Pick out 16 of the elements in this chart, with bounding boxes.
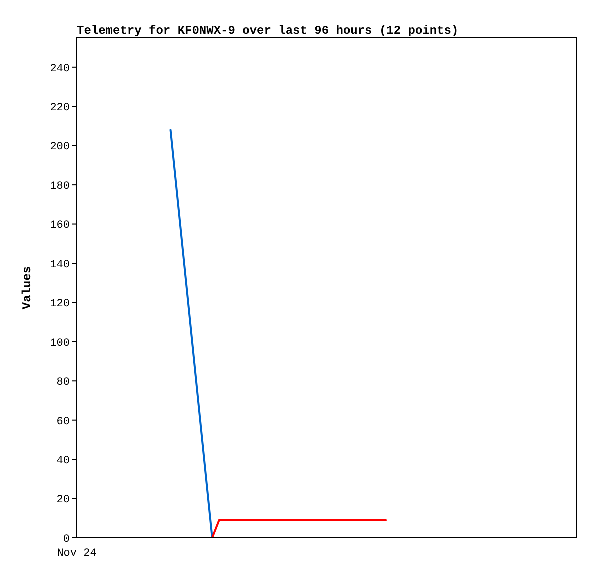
y-tick-label: 180: [50, 180, 70, 193]
y-tick-label: 240: [50, 63, 70, 76]
y-tick-label: 20: [56, 494, 70, 507]
y-tick-label: 220: [50, 102, 70, 115]
chart-title: Telemetry for KF0NWX-9 over last 96 hours (12 points): [77, 24, 459, 38]
y-tick-label: 100: [50, 338, 70, 350]
y-tick-label: 60: [56, 416, 70, 428]
y-tick-label: 40: [56, 455, 70, 468]
text: Nov 24: [57, 548, 98, 560]
y-tick-label: 140: [50, 259, 70, 272]
y-tick-label: 160: [50, 220, 70, 232]
y-axis-title: Values: [20, 266, 34, 310]
y-tick-label: 200: [50, 142, 70, 154]
y-tick-label: 120: [50, 298, 70, 311]
y-tick-label: 80: [56, 377, 70, 390]
y-tick-label: 0: [63, 534, 70, 546]
